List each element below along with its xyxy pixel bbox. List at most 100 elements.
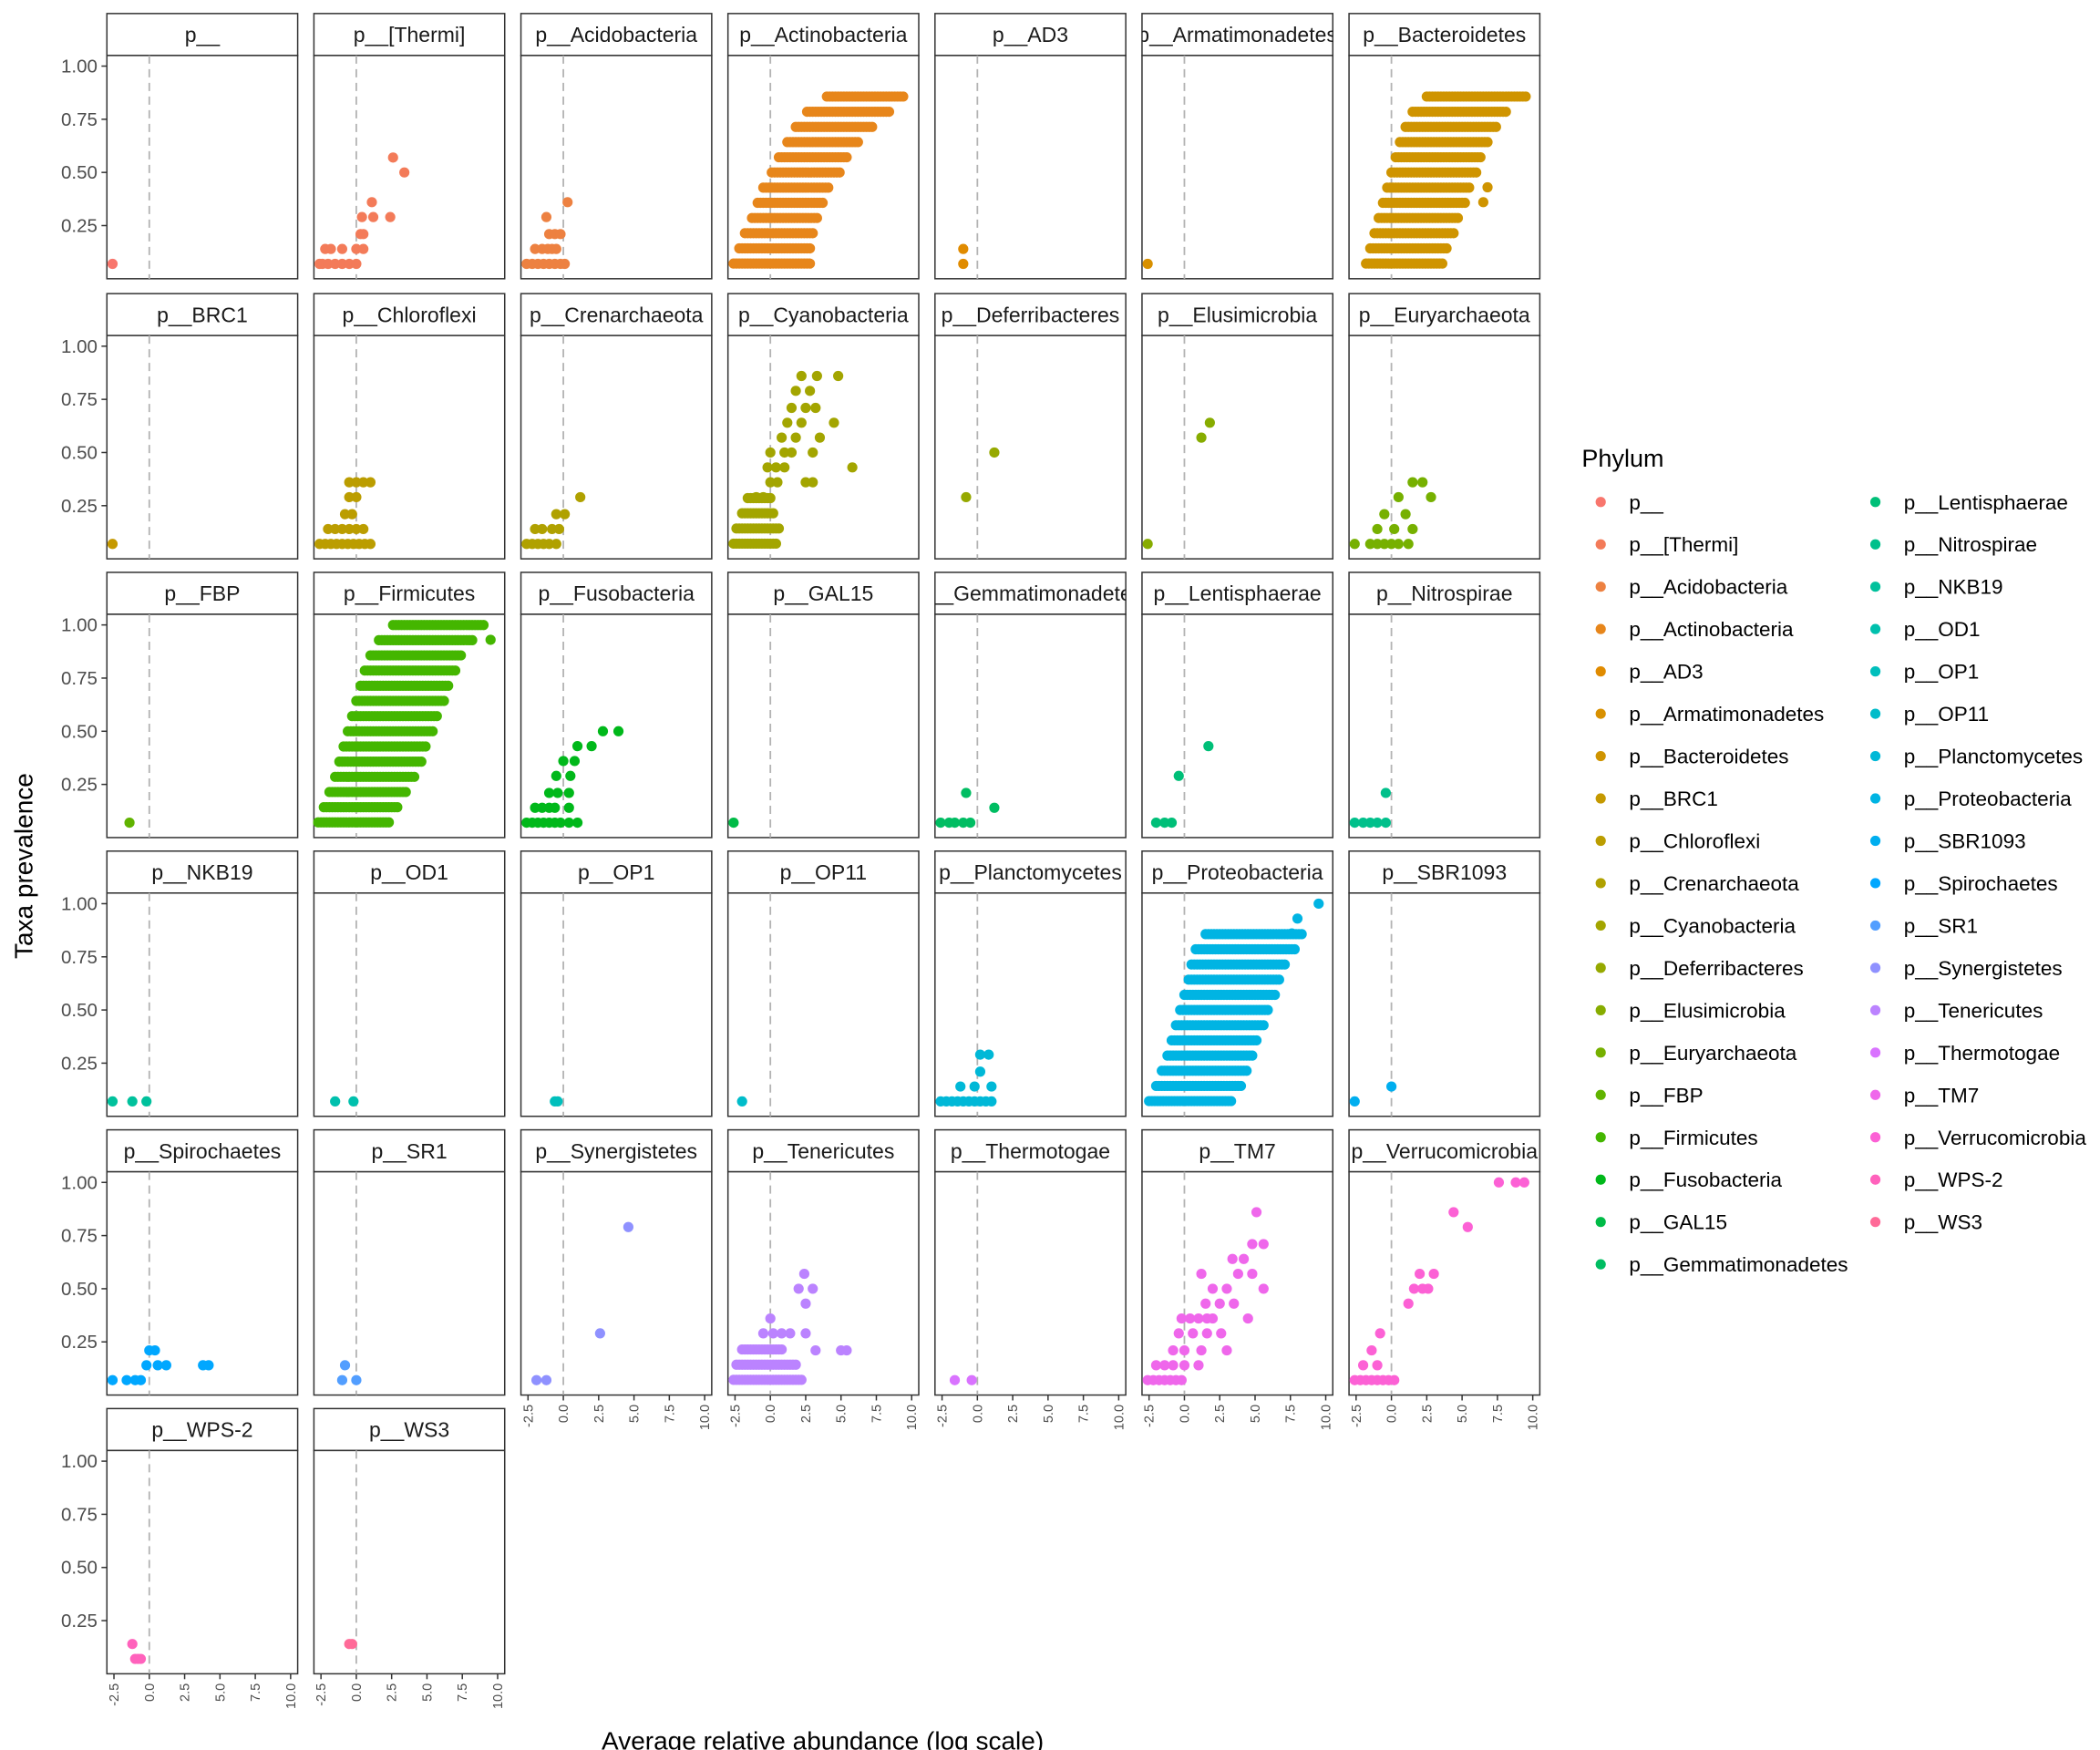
data-point xyxy=(365,477,376,488)
facet-strip-label: p__Elusimicrobia xyxy=(1158,303,1317,326)
data-point xyxy=(796,370,807,382)
data-point xyxy=(805,242,816,254)
data-point xyxy=(1173,770,1184,781)
data-point xyxy=(1168,1344,1179,1356)
data-point xyxy=(1159,817,1170,829)
legend-label: p__ xyxy=(1629,491,1663,514)
x-tick-label: 0.0 xyxy=(350,1683,365,1702)
facet-plot-area xyxy=(1141,1170,1334,1396)
data-point xyxy=(777,1343,788,1355)
facet-strip xyxy=(106,850,299,894)
facet-strip-label: p__SBR1093 xyxy=(1382,860,1507,884)
data-point xyxy=(1475,151,1486,163)
facet-panel: p__Thermotogae -2.5 0.0 2.5 5.0 7.5 10.0 xyxy=(934,1128,1127,1430)
data-point xyxy=(782,417,793,428)
facet-panel: p__OP11 xyxy=(726,850,920,1117)
facet-strip-label: p__Proteobacteria xyxy=(1152,860,1323,884)
facet-plot-area xyxy=(726,613,920,839)
data-point xyxy=(107,1096,118,1107)
legend-key xyxy=(1595,539,1606,550)
y-tick-label: 1.00 xyxy=(61,1172,98,1193)
facet-panel: p__Spirochaetes 0.25 0.50 0.75 1.00 xyxy=(61,1128,299,1396)
x-tick-label: -2.5 xyxy=(1350,1405,1364,1427)
data-point xyxy=(751,491,762,503)
data-point xyxy=(351,243,362,254)
data-point xyxy=(958,243,969,254)
data-point xyxy=(1482,181,1493,193)
data-point xyxy=(530,523,540,535)
facet-panel: p__NKB19 0.25 0.50 0.75 1.00 xyxy=(61,850,299,1117)
x-tick-label: 5.0 xyxy=(420,1683,435,1702)
legend-label: p__Lentisphaerae xyxy=(1904,491,2068,514)
x-tick-label: 7.5 xyxy=(870,1405,884,1423)
data-point xyxy=(974,1049,986,1060)
data-point xyxy=(160,1360,171,1371)
legend: Phylum p__ p__[Thermi] p__Acidobacteria p__… xyxy=(1581,445,2086,1276)
data-point xyxy=(1372,1360,1383,1371)
data-point xyxy=(124,817,135,829)
data-point xyxy=(798,1268,810,1280)
data-point xyxy=(443,680,454,691)
facet-strip-label: p__TM7 xyxy=(1199,1139,1275,1163)
legend-label: p__WS3 xyxy=(1904,1211,1982,1234)
y-axis-title: Taxa prevalence xyxy=(10,773,38,959)
data-point xyxy=(989,802,1000,813)
facet-plot-area xyxy=(313,1170,506,1396)
legend-label: p__Cyanobacteria xyxy=(1629,914,1796,937)
legend-label: p__Verrucomicrobia xyxy=(1904,1127,2087,1149)
data-point xyxy=(983,1049,994,1060)
x-tick-label: 5.0 xyxy=(1042,1405,1056,1423)
data-point xyxy=(330,258,341,270)
facet-panel: p__Verrucomicrobia -2.5 0.0 2.5 5.0 7.5 10.0 xyxy=(1348,1128,1541,1430)
x-tick-label: 2.5 xyxy=(799,1405,814,1423)
facet-strip xyxy=(1141,13,1334,57)
data-point xyxy=(358,229,369,240)
facet-strip xyxy=(1348,13,1541,57)
data-point xyxy=(949,1374,961,1385)
facet-strip-label: p__Cyanobacteria xyxy=(738,303,909,326)
x-tick-label: 10.0 xyxy=(905,1405,920,1430)
data-point xyxy=(1471,167,1482,178)
legend-key xyxy=(1595,835,1606,847)
data-point xyxy=(1179,1360,1190,1371)
facet-panel: p__Proteobacteria xyxy=(1141,850,1334,1117)
data-point xyxy=(1428,1268,1439,1280)
facet-strip xyxy=(106,1128,299,1173)
data-point xyxy=(540,1374,552,1385)
data-point xyxy=(736,1096,747,1107)
data-point xyxy=(1159,1360,1170,1371)
data-point xyxy=(550,802,561,813)
data-point xyxy=(555,229,566,240)
facet-plot-area xyxy=(106,55,299,280)
data-point xyxy=(330,1096,341,1107)
facet-strip-label: p__Gemmatimonadetes xyxy=(919,582,1142,605)
data-point xyxy=(1292,913,1303,924)
data-point xyxy=(344,477,355,488)
facet-plot-area xyxy=(313,335,506,560)
facet-plot-area xyxy=(520,55,713,280)
facet-panel: p__[Thermi] xyxy=(313,13,506,280)
data-point xyxy=(1464,182,1475,193)
legend-key xyxy=(1595,666,1606,677)
y-tick-label: 0.50 xyxy=(61,442,98,463)
data-point xyxy=(958,258,969,270)
facet-strip xyxy=(1348,293,1541,336)
data-point xyxy=(1193,1360,1204,1371)
data-point xyxy=(449,665,461,676)
data-point xyxy=(1349,539,1360,550)
data-point xyxy=(770,462,781,473)
facet-plot-area xyxy=(726,335,920,560)
data-point xyxy=(383,817,395,828)
data-point xyxy=(569,756,581,767)
legend-label: p__AD3 xyxy=(1629,661,1703,684)
facet-plot-area xyxy=(106,892,299,1117)
data-point xyxy=(400,787,411,798)
facet-plot-area xyxy=(1348,613,1541,839)
facet-plot-area xyxy=(1348,892,1541,1117)
facet-panel: p__GAL15 xyxy=(726,571,920,839)
data-point xyxy=(1262,1004,1273,1015)
data-point xyxy=(1142,258,1153,270)
facet-strip xyxy=(520,850,713,894)
legend-label: p__Tenericutes xyxy=(1904,999,2043,1022)
